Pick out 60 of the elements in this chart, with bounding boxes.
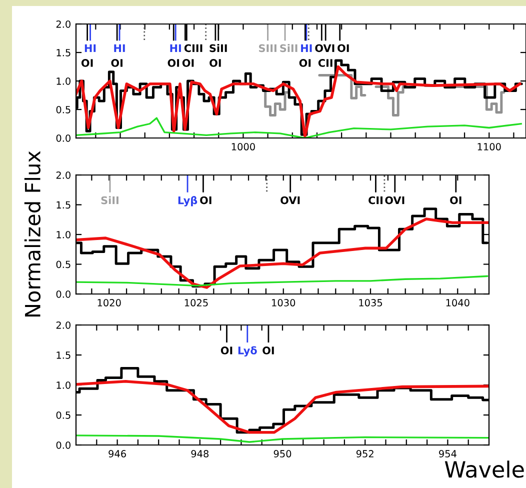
- y-tick-label: 0.5: [56, 106, 70, 114]
- ref-line-label: OI: [338, 44, 349, 52]
- line-series: [76, 434, 489, 443]
- ref-line-label: Lyβ: [178, 196, 198, 206]
- ref-line-label: CII: [368, 196, 382, 204]
- y-tick-label: 1.0: [56, 77, 70, 85]
- x-tick-label: 946: [108, 450, 126, 458]
- x-tick-label: 1100: [478, 143, 501, 150]
- y-tick-label: 1.0: [56, 230, 70, 238]
- line-series: [76, 275, 488, 287]
- ref-line-label: CII: [318, 59, 332, 67]
- y-tick-label: 0.5: [56, 411, 70, 419]
- ref-line-label: OI: [299, 59, 311, 67]
- ref-line-label: SIII: [258, 44, 276, 52]
- y-tick-label: 1.0: [56, 381, 70, 389]
- y-tick-label: 2.0: [56, 321, 70, 329]
- x-tick-label: 1000: [232, 143, 255, 150]
- ref-line-label: OI: [182, 59, 194, 67]
- y-tick-label: 0.0: [56, 441, 70, 449]
- ref-line-label: OI: [210, 59, 221, 67]
- ref-line-label: OVI: [385, 196, 404, 204]
- x-tick-label: 948: [191, 450, 209, 458]
- ref-line-label: OVI: [315, 44, 334, 52]
- ref-line-label: SiII: [210, 44, 227, 52]
- x-tick-label: 1035: [359, 299, 382, 306]
- y-tick-label: 0.0: [56, 134, 70, 142]
- ref-line-label: OVI: [280, 196, 300, 204]
- ref-line-label: HI: [84, 44, 96, 52]
- ref-line-label: OI: [262, 346, 274, 354]
- ref-line-label: HI: [114, 44, 125, 52]
- ref-line-label: SiII: [280, 44, 298, 52]
- y-tick-label: 0.0: [56, 290, 70, 298]
- x-tick-label: 950: [274, 450, 292, 458]
- line-series: [76, 117, 522, 138]
- ref-line-label: HI: [170, 44, 181, 52]
- ref-line-label: OI: [111, 59, 122, 67]
- y-tick-label: 1.5: [56, 352, 70, 359]
- y-tick-label: 1.5: [56, 201, 70, 209]
- x-tick-label: 1030: [272, 299, 296, 306]
- line-series: [76, 380, 489, 434]
- y-tick-label: 2.0: [56, 20, 70, 28]
- ref-line-label: SiII: [101, 196, 118, 204]
- x-tick-label: 1025: [184, 299, 208, 306]
- ref-line-label: OI: [168, 59, 180, 67]
- x-tick-label: 952: [356, 450, 374, 458]
- x-tick-label: 1040: [446, 299, 470, 306]
- ref-line-label: CIII: [184, 44, 202, 52]
- x-tick-label: 954: [439, 450, 456, 458]
- ref-line-label: OI: [81, 59, 93, 67]
- ref-line-label: HI: [301, 44, 312, 52]
- ref-line-label: OI: [200, 196, 212, 204]
- y-tick-label: 1.5: [56, 49, 70, 56]
- ref-line-label: OI: [220, 346, 232, 354]
- y-tick-label: 0.5: [56, 260, 70, 268]
- x-axis-title: Wavele: [444, 460, 524, 478]
- y-axis-title: Normalized Flux: [24, 151, 41, 316]
- y-tick-label: 2.0: [56, 171, 70, 179]
- x-tick-label: 1020: [98, 299, 121, 306]
- ref-line-label: Lyδ: [238, 346, 257, 357]
- ref-line-label: OI: [450, 196, 462, 204]
